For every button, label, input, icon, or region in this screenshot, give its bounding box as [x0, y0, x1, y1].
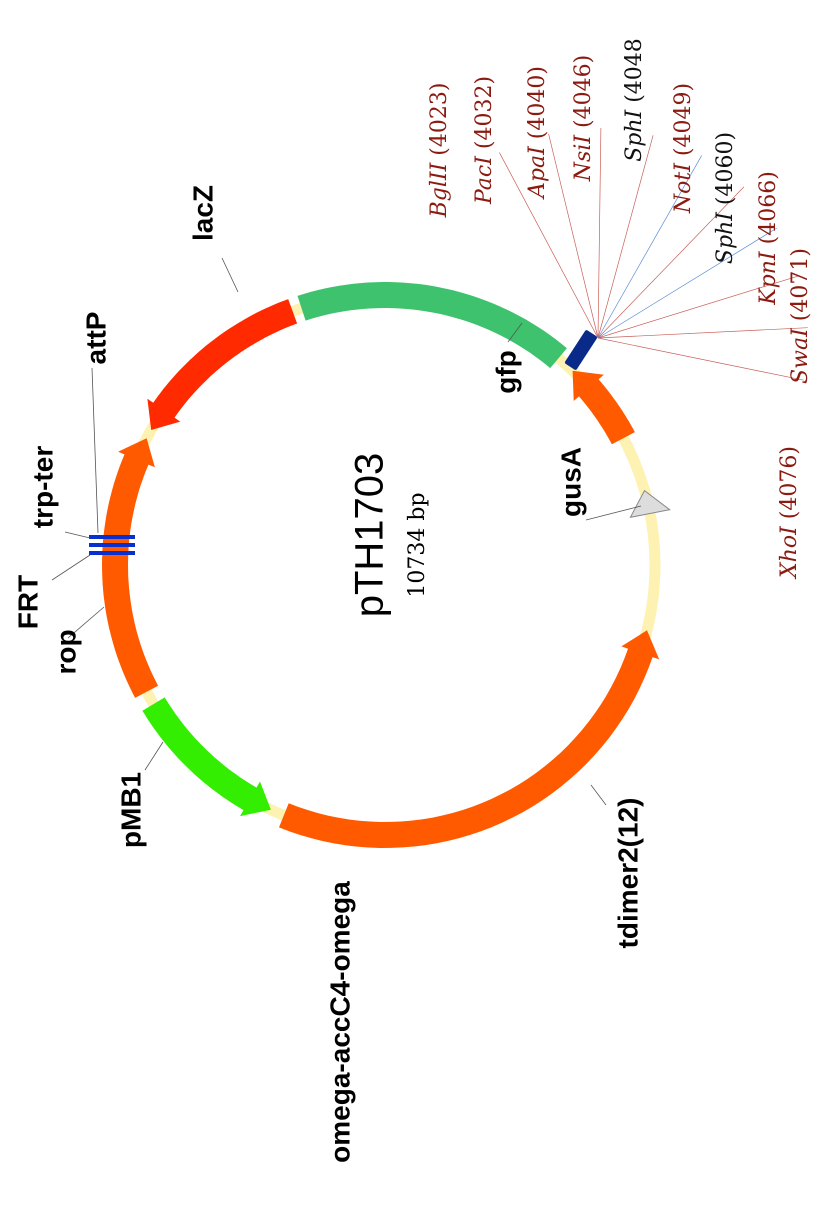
site-label: SphI (4048 [622, 38, 647, 162]
plasmid-name: pTH1703 [348, 453, 392, 618]
feature-pmb1 [572, 370, 635, 445]
feature-omega [297, 282, 567, 369]
feature-gfp [142, 697, 271, 817]
site-line [548, 133, 599, 339]
restriction-site-labels: BglII (4023) PacI (4032) ApaI (4040) NsiI (… [427, 38, 813, 580]
frt-leader [51, 554, 91, 581]
attp-leader [91, 367, 99, 534]
label-gfp: gfp [490, 350, 521, 394]
pmb1-leader [144, 741, 164, 771]
site-label: PacI (4032) [472, 76, 497, 205]
gfp-leader [507, 322, 523, 343]
trp-ter-bar [89, 551, 135, 555]
site-line [499, 152, 599, 339]
site-label: NsiI (4046) [571, 55, 596, 182]
label-pmb1: pMB1 [115, 772, 146, 848]
label-frt: FRT [12, 575, 43, 629]
trp-ter-bar [89, 535, 135, 539]
site-line [597, 135, 654, 339]
site-label: KpnI (4066) [756, 171, 781, 306]
feature-rop [629, 489, 671, 518]
plasmid-size: 10734 bp [405, 492, 430, 597]
label-gusa: gusA [555, 447, 586, 517]
trp-ter-marker [89, 535, 135, 555]
site-line [597, 186, 745, 339]
gusa-leader [585, 505, 642, 521]
label-trp-ter: trp-ter [27, 446, 58, 529]
site-label: SwaI (4071) [788, 248, 813, 384]
site-line [597, 127, 602, 339]
leader-lines [51, 257, 642, 806]
site-line [597, 337, 804, 381]
label-attp: attP [80, 312, 111, 365]
rop-leader [67, 606, 105, 639]
feature-arrows [102, 282, 671, 848]
lacz-leader [221, 257, 239, 293]
trp-ter-leader [64, 531, 91, 539]
site-label: XhoI (4076) [777, 446, 802, 580]
site-line [597, 155, 703, 339]
site-line [597, 275, 799, 339]
label-omega: omega-accC4-omega [324, 881, 355, 1163]
feature-lacZ [279, 630, 660, 848]
feature-gusA [102, 438, 159, 698]
trp-ter-bar [89, 543, 135, 547]
label-tdimer: tdimer2(12) [612, 798, 643, 949]
site-label: NotI (4049) [671, 83, 696, 214]
label-lacz: lacZ [187, 185, 218, 241]
mcs-marker [565, 330, 597, 370]
tdimer-leader [590, 784, 607, 806]
site-label: SphI (4060) [713, 132, 738, 264]
label-rop: rop [50, 629, 81, 674]
site-label: BglII (4023) [427, 83, 452, 219]
site-line [597, 227, 778, 339]
site-label: ApaI (4040) [525, 66, 550, 200]
restriction-site-lines [499, 127, 808, 381]
site-line [597, 327, 808, 339]
feature-tdimer [147, 299, 298, 430]
